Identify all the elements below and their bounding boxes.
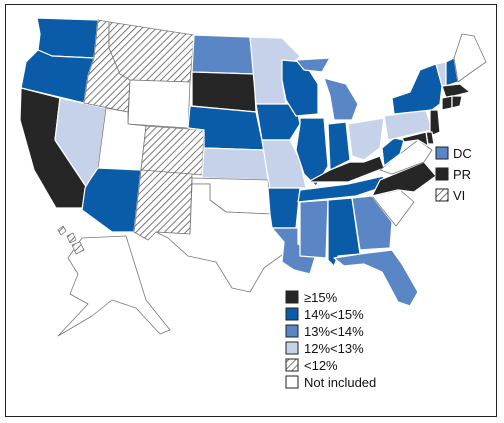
state-MS [299,199,329,259]
legend-swatch-item-0 [285,290,299,304]
legend-label-territory-1: PR [453,167,471,182]
state-NM [133,169,193,241]
legend-label-territory-0: DC [453,146,472,161]
legend-label-item-1: 14%<15% [304,307,364,322]
state-FL [333,249,419,307]
legend-label-item-4: <12% [304,358,338,373]
legend-swatch-territory-0 [435,146,449,160]
legend-swatch-item-2 [285,324,299,338]
state-MA [441,83,471,99]
state-AZ [81,167,142,233]
legend-swatch-item-5 [285,375,299,389]
map-legend: ≥15% 14%<15% 13%<14% 12%<13% <12% Not include… [285,290,376,390]
legend-swatch-territory-2 [435,188,449,202]
state-CT [441,95,453,111]
legend-label-item-0: ≥15% [304,290,338,305]
state-HI [57,225,85,255]
legend-swatch-territory-1 [435,167,449,181]
state-AK [57,235,171,337]
state-GA [351,195,393,251]
legend-swatch-item-1 [285,307,299,321]
state-SD [191,71,257,113]
state-CO [140,125,205,176]
legend-label-item-3: 12%<13% [304,341,364,356]
state-LA [271,227,317,275]
state-MD [401,131,429,147]
state-IL [295,117,329,187]
state-MT [108,21,195,83]
state-NJ [429,109,441,137]
legend-label-territory-2: VI [453,188,465,203]
state-IN [327,121,351,171]
state-ND [191,34,255,75]
state-MI [295,57,359,121]
state-WA [36,17,99,59]
state-RI [451,95,463,109]
state-NY [391,63,443,115]
state-AR [267,187,301,229]
legend-swatch-item-3 [285,341,299,355]
state-MO [261,139,307,189]
state-OH [347,117,385,161]
state-ME [453,33,487,83]
state-WY [127,79,191,129]
state-KY [307,155,385,183]
territory-legend: DC PR VI [435,146,472,203]
legend-label-item-2: 13%<14% [304,324,364,339]
state-KS [201,147,269,181]
legend-swatch-item-4 [285,358,299,372]
legend-label-item-5: Not included [304,375,376,390]
state-TX [155,183,287,293]
